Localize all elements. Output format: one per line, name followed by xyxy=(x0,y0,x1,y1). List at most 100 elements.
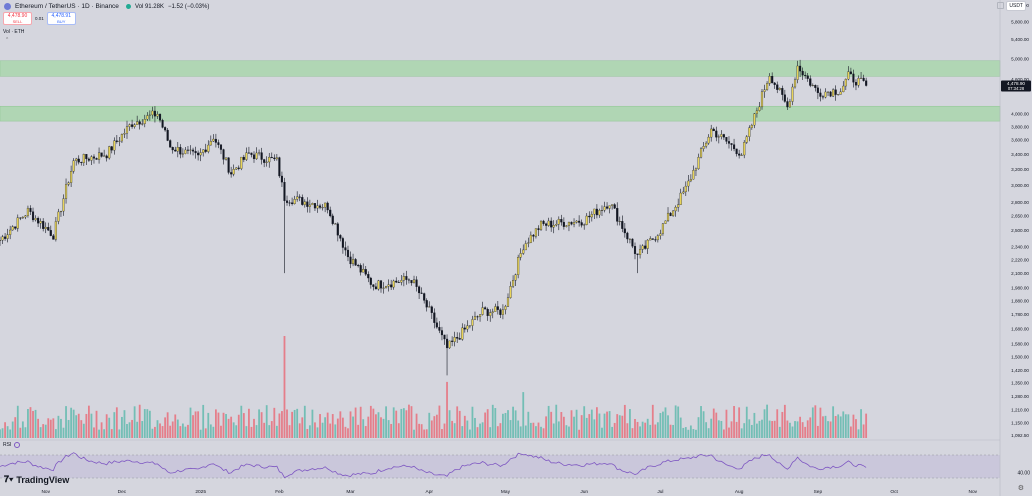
candle-body xyxy=(70,171,73,183)
buy-button[interactable]: 4,478.91 BUY xyxy=(46,12,76,25)
support-resistance-zones xyxy=(0,60,1001,122)
volume-bar xyxy=(773,420,776,438)
volume-bar xyxy=(644,422,647,438)
candle-body xyxy=(636,253,639,255)
candle-body xyxy=(118,140,121,142)
currency-selector[interactable]: USDT xyxy=(1006,1,1026,11)
volume-bar xyxy=(646,418,649,438)
candle-body xyxy=(819,92,822,97)
volume-bar xyxy=(710,418,713,438)
candle-body xyxy=(646,239,649,249)
candle-body xyxy=(494,306,497,312)
eye-icon[interactable] xyxy=(14,442,21,448)
volume-bar xyxy=(24,427,27,438)
candle-body xyxy=(844,78,847,87)
candle-body xyxy=(666,212,670,222)
volume-bar xyxy=(834,416,837,438)
candle-body xyxy=(115,140,118,142)
candle-body xyxy=(537,228,540,231)
gear-icon[interactable]: ⚙ xyxy=(1017,485,1024,492)
candle-body xyxy=(420,292,423,294)
volume-bar xyxy=(359,406,362,438)
ethereum-logo-icon xyxy=(4,3,11,10)
candle-body xyxy=(453,337,456,342)
candle-body xyxy=(283,182,286,201)
price-tick-label: 1,092.50 xyxy=(1011,433,1029,438)
volume-bar xyxy=(382,418,385,438)
price-badge-price: 4,478.90 xyxy=(1007,81,1025,86)
candle-body xyxy=(616,208,619,222)
candle-body xyxy=(613,204,616,209)
price-axis[interactable]: 1,092.50 1,150.00 1,210.00 1,280.00 1,350.00… xyxy=(1011,3,1029,438)
price-tick-label: 3,800.00 xyxy=(1011,124,1029,129)
volume-bar xyxy=(524,425,527,438)
candle-body xyxy=(496,306,499,310)
volume-pane-label[interactable]: Vol · ETH xyxy=(3,29,25,35)
volume-bar xyxy=(428,412,431,438)
rsi-pane: 40.00 xyxy=(0,452,1030,479)
candle-body xyxy=(72,160,75,172)
candle-body xyxy=(509,286,512,298)
candle-body xyxy=(52,235,55,240)
volume-bar xyxy=(88,405,90,438)
volume-bar xyxy=(62,427,65,438)
volume-bar xyxy=(695,429,697,438)
candle-body xyxy=(593,208,596,215)
candle-body xyxy=(705,142,708,147)
candle-body xyxy=(804,74,807,76)
candle-body xyxy=(39,221,42,224)
minimize-icon[interactable] xyxy=(997,2,1004,9)
volume-bar xyxy=(39,427,42,438)
price-tick-label: 2,500.00 xyxy=(1011,228,1029,233)
rsi-pane-label[interactable]: RSI xyxy=(3,442,21,448)
volume-bar xyxy=(667,415,669,438)
candle-body xyxy=(278,157,281,177)
symbol-header[interactable]: Ethereum / TetherUS · 1D · Binance Vol 9… xyxy=(4,2,209,11)
symbol-title[interactable]: Ethereum / TetherUS · 1D · Binance xyxy=(15,3,119,10)
price-tick-label: 1,500.00 xyxy=(1011,354,1029,359)
volume-bar xyxy=(499,423,502,438)
candle-body xyxy=(98,152,101,160)
volume-bar xyxy=(19,427,22,438)
volume-bar xyxy=(596,407,598,438)
volume-bar xyxy=(616,414,619,438)
time-axis[interactable]: Nov Dec 2025 Feb Mar Apr May Jun Jul Aug Sep Oct Nov xyxy=(41,489,977,495)
candle-body xyxy=(461,327,464,340)
volume-bar xyxy=(636,421,639,438)
volume-bar xyxy=(402,408,405,438)
candle-body xyxy=(661,223,664,234)
volume-bar xyxy=(113,412,116,438)
volume-bar xyxy=(138,404,141,438)
candle-body xyxy=(710,128,713,138)
price-tick-label: 4,600.00 xyxy=(1011,77,1029,82)
volume-bar xyxy=(308,425,311,438)
tradingview-logo[interactable]: 𝟕▾ TradingView xyxy=(4,474,69,485)
sell-button[interactable]: 4,478.90 SELL xyxy=(3,12,32,25)
volume-bar xyxy=(789,422,791,438)
volume-bar xyxy=(527,411,530,438)
price-tick-label: 5,800.00 xyxy=(1011,20,1029,25)
candle-body xyxy=(768,76,771,84)
candle-body xyxy=(580,222,583,226)
volume-bar xyxy=(362,419,365,438)
candle-body xyxy=(527,242,530,244)
candle-body xyxy=(186,149,190,151)
volume-bar xyxy=(410,406,413,438)
caret-up-icon[interactable]: ⌃ xyxy=(5,37,10,43)
price-badge-box xyxy=(1001,80,1031,92)
candle-body xyxy=(270,156,273,159)
candle-body xyxy=(788,101,791,108)
candle-body xyxy=(397,282,400,283)
candle-body xyxy=(42,221,45,229)
candle-body xyxy=(717,136,720,138)
spread-value: 0.01 xyxy=(35,16,44,21)
candle-body xyxy=(202,149,205,153)
candle-body xyxy=(374,286,377,290)
volume-bar xyxy=(850,426,852,438)
volume-bar xyxy=(319,414,321,438)
volume-bar xyxy=(372,408,375,438)
candle-body xyxy=(110,146,113,151)
volume-bar xyxy=(95,410,98,438)
candle-body xyxy=(692,170,695,180)
